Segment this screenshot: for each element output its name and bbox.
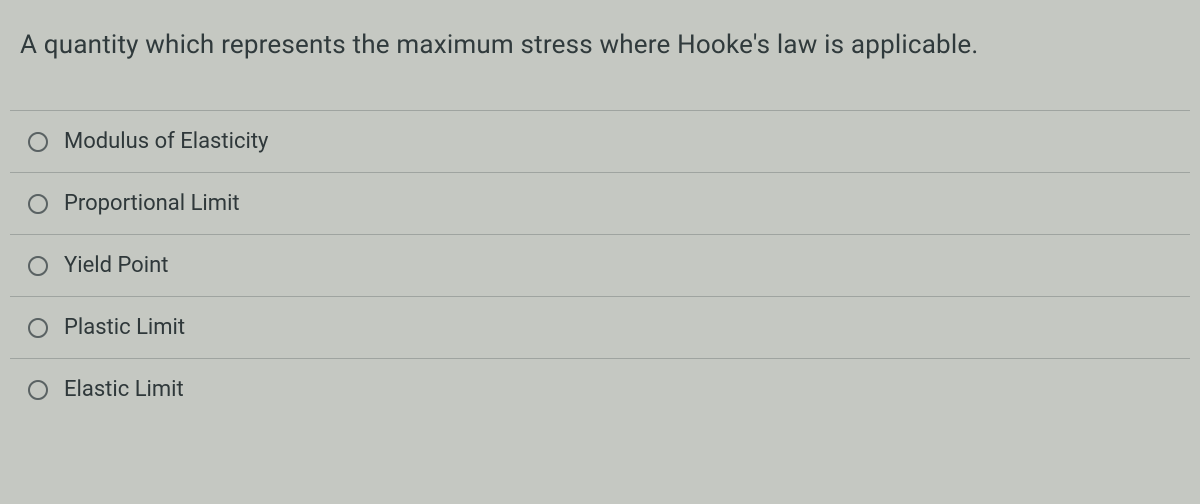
question-prompt: A quantity which represents the maximum …	[0, 0, 1200, 110]
option-row-modulus-of-elasticity[interactable]: Modulus of Elasticity	[10, 110, 1190, 172]
option-label: Elastic Limit	[64, 377, 184, 402]
option-label: Yield Point	[64, 253, 168, 278]
option-row-yield-point[interactable]: Yield Point	[10, 234, 1190, 296]
quiz-question-container: A quantity which represents the maximum …	[0, 0, 1200, 504]
option-label: Proportional Limit	[64, 191, 240, 216]
option-label: Plastic Limit	[64, 315, 185, 340]
radio-icon	[28, 132, 48, 152]
option-row-proportional-limit[interactable]: Proportional Limit	[10, 172, 1190, 234]
options-list: Modulus of Elasticity Proportional Limit…	[0, 110, 1200, 420]
option-row-plastic-limit[interactable]: Plastic Limit	[10, 296, 1190, 358]
option-row-elastic-limit[interactable]: Elastic Limit	[10, 358, 1190, 420]
radio-icon	[28, 256, 48, 276]
radio-icon	[28, 318, 48, 338]
option-label: Modulus of Elasticity	[64, 129, 268, 154]
radio-icon	[28, 194, 48, 214]
radio-icon	[28, 380, 48, 400]
